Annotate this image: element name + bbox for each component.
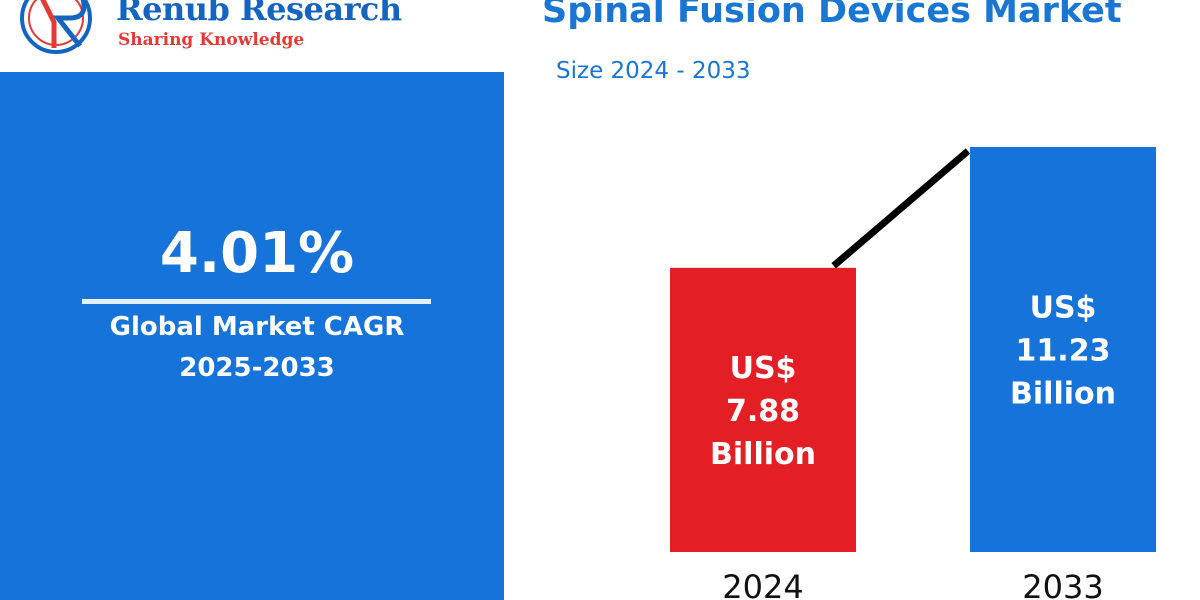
x-tick-label: 2033 <box>1022 568 1103 600</box>
bar-value-label: 11.23 <box>1016 334 1111 369</box>
cagr-label: Global Market CAGR <box>109 312 405 342</box>
cagr-panel: 4.01% Global Market CAGR 2025-2033 <box>0 72 504 600</box>
bar-value-label: Billion <box>1010 377 1116 412</box>
brand-name: Renub Research <box>116 0 402 28</box>
bar-value-label: US$ <box>1030 291 1097 326</box>
x-tick-label: 2024 <box>722 568 803 600</box>
page-subtitle: Size 2024 - 2033 <box>556 58 751 84</box>
bar-value-label: US$ <box>730 351 797 386</box>
bar-value-label: Billion <box>710 437 816 472</box>
cagr-period: 2025-2033 <box>179 353 335 383</box>
cagr-divider <box>82 299 431 304</box>
page-title: Spinal Fusion Devices Market <box>542 0 1122 31</box>
bar-2033 <box>970 147 1156 552</box>
brand-tagline: Sharing Knowledge <box>118 30 305 50</box>
bar-value-label: 7.88 <box>726 394 800 429</box>
bar-2024 <box>670 267 856 552</box>
brand-logo: Renub Research Sharing Knowledge <box>18 0 402 56</box>
trend-line <box>831 148 971 269</box>
renub-logo-icon <box>20 0 92 54</box>
cagr-value: 4.01% <box>159 221 355 286</box>
